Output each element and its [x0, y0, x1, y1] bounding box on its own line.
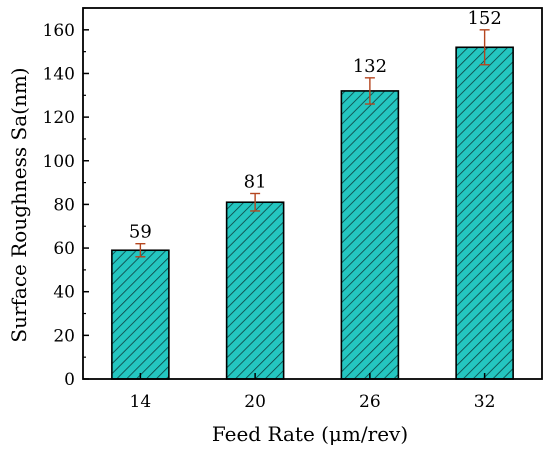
x-tick-label: 14	[130, 392, 152, 412]
x-axis-title: Feed Rate (μm/rev)	[212, 422, 408, 446]
y-tick-label: 0	[64, 370, 75, 390]
plot-area: 0 20 40 60 80 100 120 140 160 59 14 81 20 132 26 152 32	[43, 7, 543, 412]
y-tick-label: 160	[43, 21, 75, 41]
y-axis-title: Surface Roughness Sa(nm)	[7, 67, 31, 342]
y-tick-label: 140	[43, 64, 75, 84]
bar-hatch	[225, 201, 285, 380]
y-tick-label: 40	[53, 283, 75, 303]
data-label: 81	[244, 172, 267, 193]
x-tick-label: 26	[359, 392, 381, 412]
x-tick-label: 32	[474, 392, 496, 412]
x-tick-label: 20	[244, 392, 266, 412]
bar-hatch	[455, 46, 514, 380]
plot-frame	[82, 7, 543, 380]
y-tick-label: 120	[43, 108, 75, 128]
data-label: 132	[353, 56, 387, 77]
data-label: 59	[129, 222, 152, 243]
data-label: 152	[467, 8, 501, 29]
bar-hatch	[340, 90, 400, 380]
y-tick-label: 20	[53, 326, 75, 346]
y-tick-label: 80	[53, 195, 75, 215]
bar-hatch	[111, 249, 170, 380]
y-tick-label: 100	[43, 152, 75, 172]
y-tick-label: 60	[53, 239, 75, 259]
